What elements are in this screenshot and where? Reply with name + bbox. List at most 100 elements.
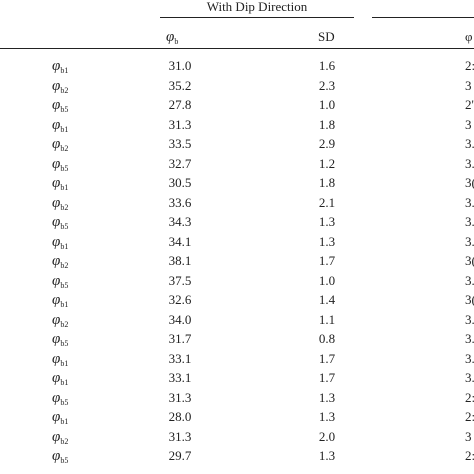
- phi-subscript: b2: [60, 319, 69, 329]
- phi-subscript: b5: [60, 105, 69, 114]
- table-row: φb5 31.3 1.3 2:: [0, 389, 474, 409]
- row-label: φb2: [52, 194, 68, 217]
- table-row: φb5 34.3 1.3 3.: [0, 213, 474, 233]
- cell-phi-b: 35.2: [168, 77, 192, 93]
- cell-clipped: 2:: [465, 389, 474, 405]
- row-label: φb1: [52, 291, 68, 314]
- cell-phi-b: 34.0: [168, 311, 192, 327]
- phi-symbol: φ: [52, 350, 61, 367]
- row-label: φb5: [52, 96, 68, 119]
- phi-subscript: b5: [60, 456, 69, 465]
- table-row: φb2 38.1 1.7 3(: [0, 252, 474, 272]
- table-row: φb2 33.5 2.9 3.: [0, 135, 474, 155]
- cell-sd: 2.0: [318, 428, 336, 444]
- table-row: φb5 27.8 1.0 2': [0, 96, 474, 116]
- cell-clipped: 2': [465, 97, 474, 112]
- phi-subscript: b5: [60, 163, 69, 173]
- cell-clipped: 2:: [465, 409, 474, 424]
- cell-phi-b: 32.6: [168, 292, 192, 307]
- row-label: φb5: [52, 272, 68, 295]
- table-row: φb2 34.0 1.1 3.: [0, 311, 474, 331]
- table-row: φb1 30.5 1.8 3(: [0, 174, 474, 194]
- table-row: φb1 34.1 1.3 3.: [0, 233, 474, 253]
- table-row: φb2 31.3 2.0 3: [0, 428, 474, 448]
- cell-phi-b: 31.0: [168, 58, 192, 73]
- cell-phi-b: 33.1: [168, 370, 192, 385]
- phi-subscript: b2: [60, 261, 69, 270]
- row-label: φb2: [52, 77, 68, 100]
- cell-clipped: 3: [465, 428, 472, 444]
- phi-symbol: φ: [52, 175, 61, 191]
- cell-clipped: 3: [465, 77, 472, 93]
- cell-clipped: 3.: [465, 311, 474, 327]
- phi-subscript: b1: [60, 300, 69, 309]
- phi-subscript: b1: [60, 417, 69, 426]
- cell-sd: 1.1: [318, 311, 336, 327]
- phi-subscript: b: [174, 37, 179, 46]
- group-header-rule-right: [372, 17, 474, 18]
- cell-clipped: 2:: [465, 58, 474, 73]
- row-label: φb2: [52, 311, 68, 334]
- phi-symbol: φ: [52, 116, 61, 133]
- cell-sd: 1.8: [318, 175, 336, 190]
- column-header-phi-b: φb: [166, 29, 178, 50]
- phi-subscript: b5: [60, 339, 69, 348]
- phi-symbol: φ: [52, 233, 61, 250]
- phi-symbol: φ: [52, 409, 61, 425]
- table-row: φb1 31.0 1.6 2:: [0, 57, 474, 77]
- phi-symbol: φ: [52, 428, 61, 445]
- phi-symbol: φ: [52, 214, 61, 230]
- phi-subscript: b1: [60, 124, 69, 134]
- table-row: φb5 37.5 1.0 3.: [0, 272, 474, 292]
- cell-clipped: 3.: [465, 194, 474, 210]
- cell-clipped: 3.: [465, 233, 474, 249]
- cell-sd: 1.4: [318, 292, 336, 307]
- cell-clipped: 3(: [465, 253, 474, 268]
- cell-sd: 1.3: [318, 409, 336, 424]
- phi-subscript: b2: [60, 436, 69, 446]
- cell-phi-b: 34.3: [168, 214, 192, 229]
- cell-clipped: 3.: [465, 350, 474, 366]
- phi-symbol: φ: [52, 370, 61, 386]
- cell-sd: 2.1: [318, 194, 336, 210]
- table-row: φb5 29.7 1.3 2:: [0, 447, 474, 467]
- table-row: φb1 32.6 1.4 3(: [0, 291, 474, 311]
- cell-sd: 1.2: [318, 155, 336, 171]
- cell-clipped: 3.: [465, 331, 474, 346]
- phi-subscript: b2: [60, 202, 69, 212]
- phi-subscript: b1: [60, 241, 69, 251]
- cell-phi-b: 33.6: [168, 194, 192, 210]
- row-label: φb2: [52, 428, 68, 451]
- table-row: φb1 28.0 1.3 2:: [0, 408, 474, 428]
- phi-symbol: φ: [52, 448, 61, 464]
- row-label: φb1: [52, 116, 68, 139]
- table-row: φb2 35.2 2.3 3: [0, 77, 474, 97]
- cell-phi-b: 33.1: [168, 350, 192, 366]
- row-label: φb1: [52, 369, 68, 392]
- table-row: φb5 31.7 0.8 3.: [0, 330, 474, 350]
- phi-subscript: b5: [60, 280, 69, 290]
- phi-symbol: φ: [52, 389, 61, 406]
- cell-sd: 1.3: [318, 233, 336, 249]
- cell-phi-b: 31.7: [168, 331, 192, 346]
- row-label: φb1: [52, 350, 68, 373]
- phi-subscript: b2: [60, 85, 69, 95]
- cell-sd: 1.3: [318, 448, 336, 463]
- header-bottom-rule: [0, 48, 474, 49]
- row-label: φb5: [52, 330, 68, 353]
- phi-symbol: φ: [52, 194, 61, 211]
- cell-phi-b: 28.0: [168, 409, 192, 424]
- phi-symbol: φ: [52, 253, 61, 269]
- cell-clipped: 2:: [465, 448, 474, 463]
- cell-clipped: 3.: [465, 155, 474, 171]
- group-header-rule: [160, 17, 354, 18]
- cell-sd: 2.3: [318, 77, 336, 93]
- cell-sd: 1.3: [318, 214, 336, 229]
- table-row: φb1 33.1 1.7 3.: [0, 369, 474, 389]
- row-label: φb1: [52, 57, 68, 80]
- phi-symbol: φ: [52, 272, 61, 289]
- row-label: φb5: [52, 213, 68, 236]
- cell-clipped: 3(: [465, 292, 474, 307]
- phi-subscript: b5: [60, 397, 69, 407]
- cell-phi-b: 37.5: [168, 272, 192, 288]
